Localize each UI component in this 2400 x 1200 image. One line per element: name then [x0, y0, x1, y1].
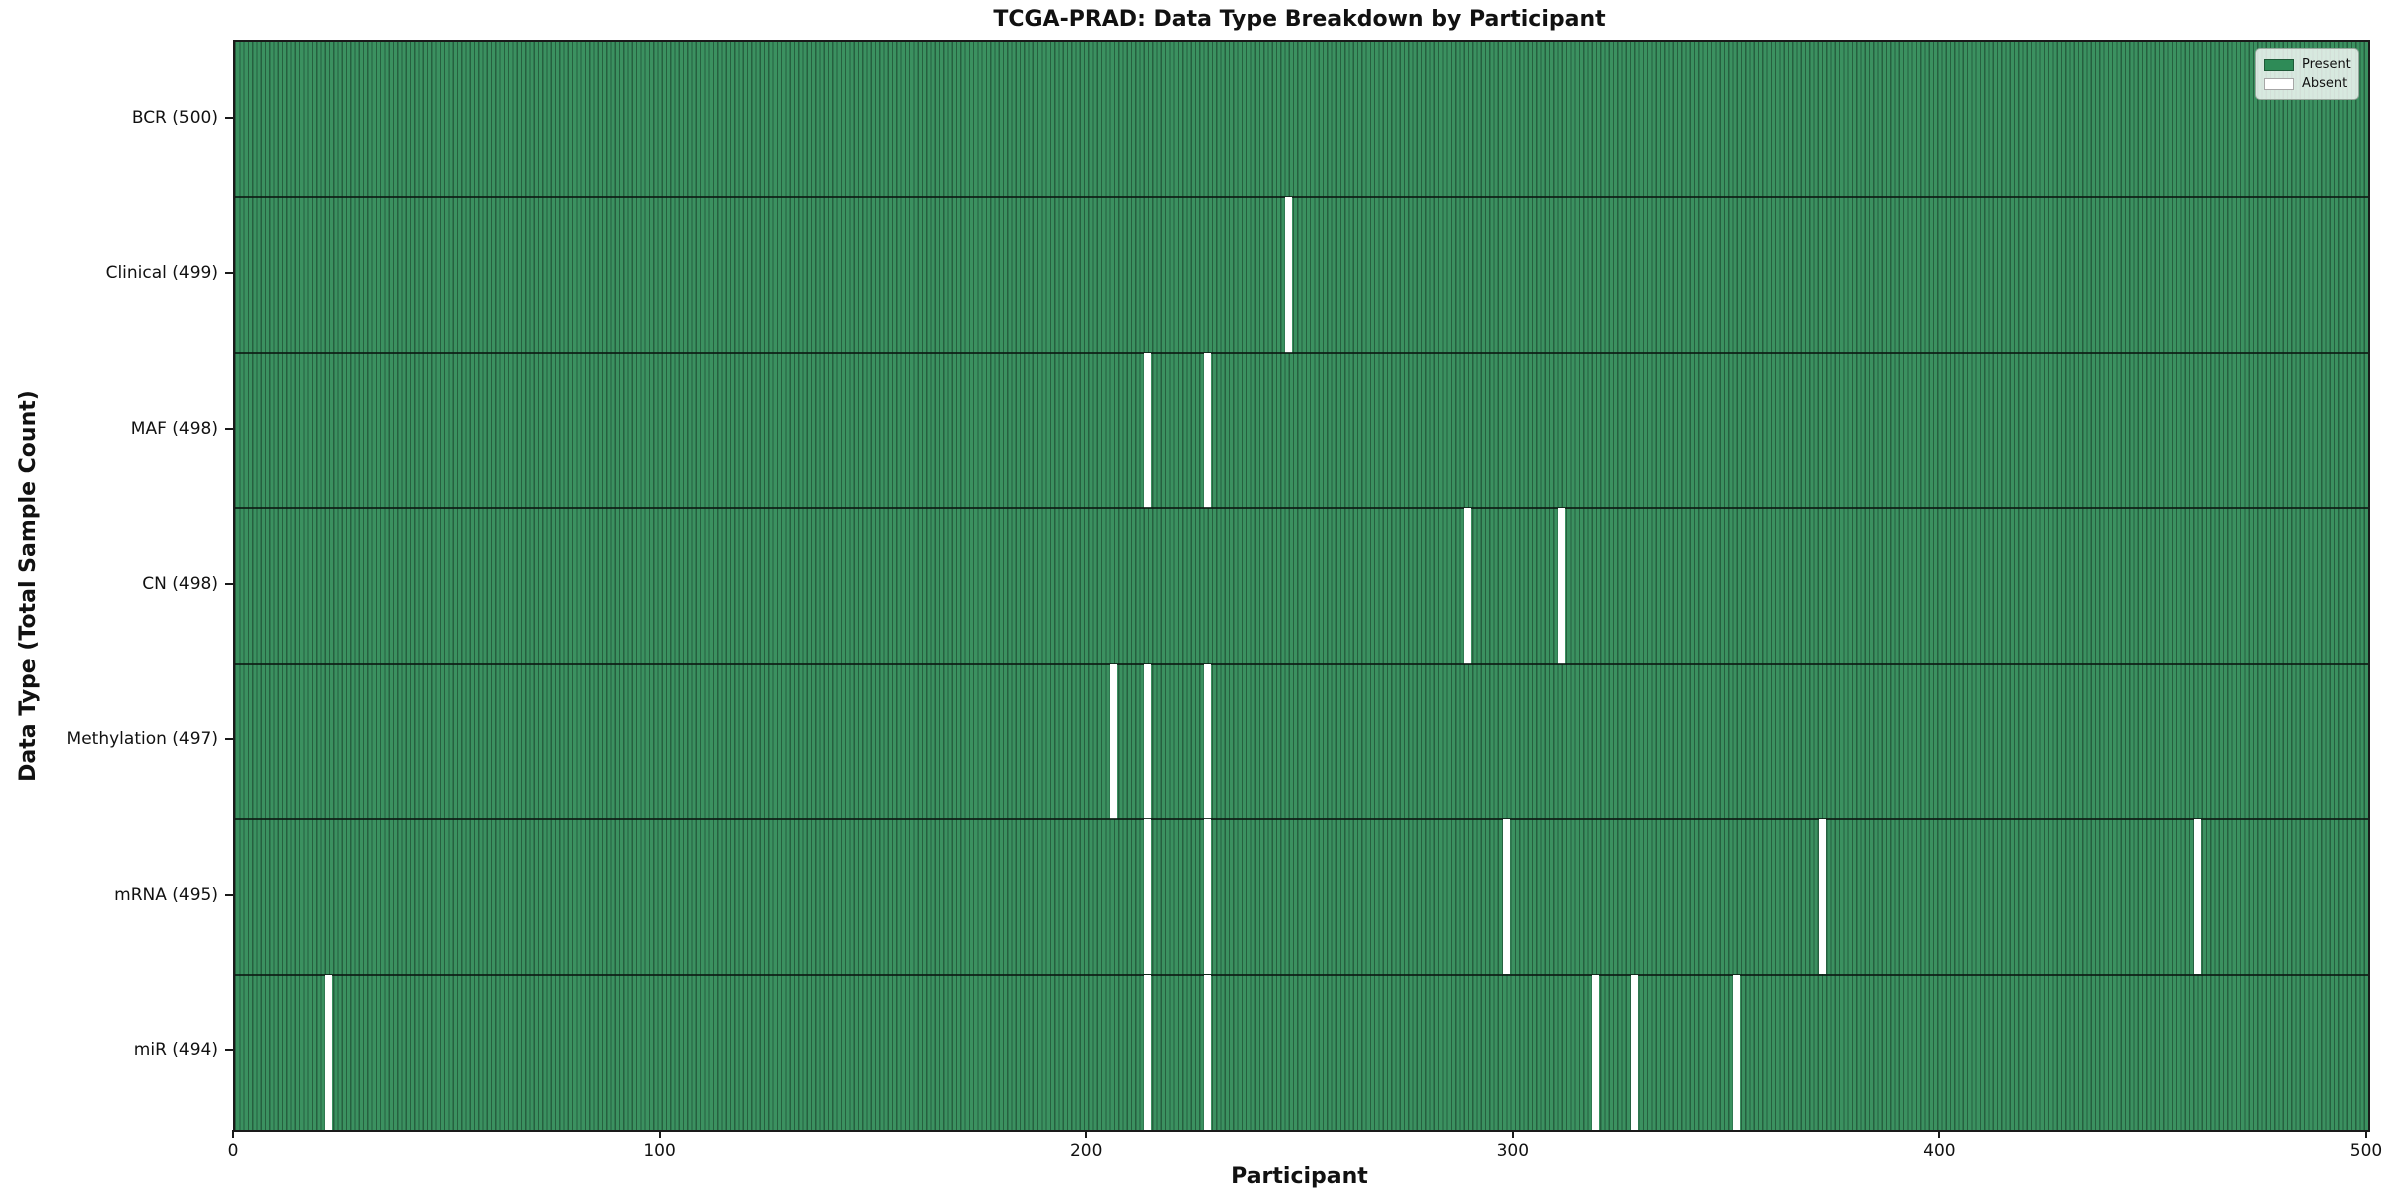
- y-tick-mark-mRNA: [225, 893, 233, 896]
- row-separator: [235, 196, 2368, 199]
- row-separator: [235, 351, 2368, 354]
- x-tick-label-500: 500: [2349, 1141, 2383, 1161]
- x-tick-mark-0: [232, 1130, 234, 1138]
- row-separator: [235, 818, 2368, 821]
- absent-gap-mRNA-214: [1144, 819, 1152, 975]
- legend-swatch-present-icon: [2264, 58, 2294, 71]
- absent-gap-mRNA-298: [1502, 819, 1510, 975]
- absent-gap-CN-289: [1464, 508, 1472, 664]
- absent-gap-Clinical-247: [1285, 197, 1293, 353]
- absent-gap-miR-328: [1630, 974, 1638, 1130]
- x-tick-mark-300: [1511, 1130, 1514, 1138]
- x-tick-mark-200: [1085, 1130, 1088, 1138]
- row-separator: [235, 662, 2368, 665]
- x-tick-label-0: 0: [227, 1141, 239, 1161]
- x-tick-label-400: 400: [1923, 1141, 1956, 1161]
- legend-label-present: Present: [2302, 57, 2351, 72]
- absent-gap-mRNA-228: [1204, 819, 1212, 975]
- x-tick-mark-400: [1938, 1130, 1941, 1138]
- absent-gap-miR-228: [1204, 974, 1212, 1130]
- y-tick-mark-Methylation: [225, 738, 233, 741]
- x-tick-mark-100: [658, 1130, 661, 1138]
- y-tick-mark-miR: [225, 1049, 233, 1052]
- y-tick-label-MAF: MAF (498): [130, 418, 218, 439]
- x-tick-label-100: 100: [643, 1141, 676, 1161]
- absent-gap-Methylation-214: [1144, 663, 1152, 820]
- y-tick-label-Methylation: Methylation (497): [66, 729, 218, 750]
- absent-gap-MAF-228: [1204, 352, 1212, 509]
- legend-entry-absent: Absent: [2264, 74, 2350, 93]
- x-tick-label-300: 300: [1496, 1141, 1530, 1161]
- row-separator: [235, 973, 2368, 976]
- plot-area: [233, 40, 2370, 1132]
- legend-label-absent: Absent: [2302, 76, 2348, 91]
- y-tick-label-mRNA: mRNA (495): [114, 884, 218, 905]
- y-tick-label-Clinical: Clinical (499): [105, 263, 218, 284]
- y-tick-mark-CN: [225, 583, 233, 585]
- absent-gap-Methylation-206: [1110, 663, 1118, 820]
- absent-gap-miR-352: [1733, 974, 1741, 1130]
- absent-gap-mRNA-460: [2193, 819, 2201, 975]
- legend-entry-present: Present: [2264, 55, 2351, 74]
- y-tick-mark-Clinical: [225, 272, 233, 275]
- y-tick-mark-BCR: [225, 116, 233, 119]
- y-tick-label-BCR: BCR (500): [131, 107, 218, 128]
- legend-swatch-absent-icon: [2264, 77, 2294, 90]
- absent-gap-miR-319: [1592, 974, 1600, 1130]
- y-tick-label-CN: CN (498): [142, 574, 218, 594]
- absent-gap-Methylation-228: [1204, 663, 1212, 820]
- absent-gap-MAF-214: [1144, 352, 1152, 509]
- absent-gap-CN-311: [1558, 508, 1566, 664]
- absent-gap-mRNA-372: [1818, 819, 1826, 975]
- x-tick-mark-500: [2365, 1130, 2367, 1138]
- x-axis-title: Participant: [1231, 1164, 1368, 1189]
- chart-title: TCGA-PRAD: Data Type Breakdown by Partic…: [993, 7, 1606, 32]
- row-separator: [235, 507, 2368, 510]
- legend: Present Absent: [2255, 48, 2359, 100]
- absent-gap-miR-214: [1144, 974, 1152, 1130]
- y-tick-mark-MAF: [225, 427, 233, 430]
- y-tick-label-miR: miR (494): [133, 1040, 218, 1061]
- x-tick-label-200: 200: [1069, 1141, 1103, 1161]
- absent-gap-miR-22: [325, 974, 333, 1130]
